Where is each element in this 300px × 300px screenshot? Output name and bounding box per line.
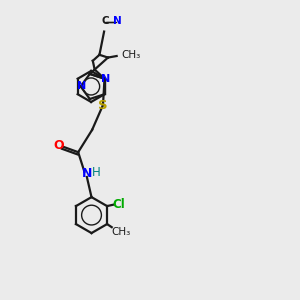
Text: N: N (82, 167, 92, 180)
Text: CH₃: CH₃ (121, 50, 140, 60)
Text: N: N (100, 74, 110, 84)
Text: N: N (77, 81, 86, 91)
Text: Cl: Cl (112, 198, 125, 211)
Text: N: N (113, 16, 122, 26)
Text: O: O (54, 140, 64, 152)
Text: C: C (102, 16, 110, 26)
Text: CH₃: CH₃ (111, 227, 131, 237)
Text: S: S (98, 99, 108, 112)
Text: H: H (92, 166, 100, 179)
